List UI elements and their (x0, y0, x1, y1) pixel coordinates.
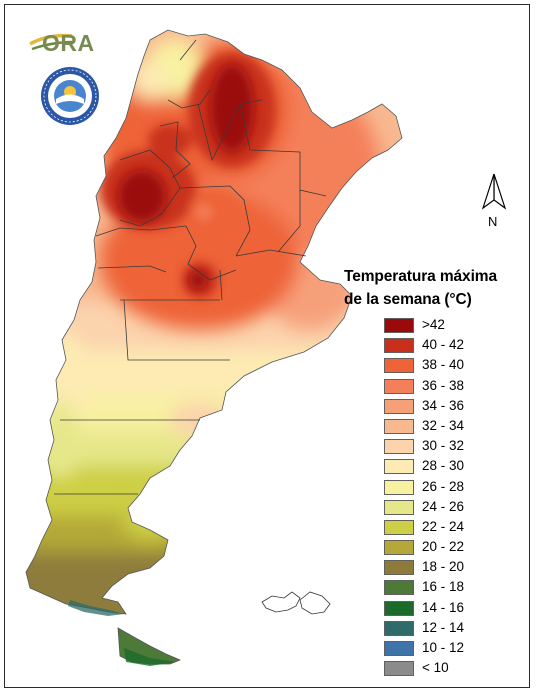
legend-label: 18 - 20 (422, 559, 465, 575)
seal-emblem-icon (41, 67, 99, 125)
legend-label: 40 - 42 (422, 337, 465, 353)
legend-swatch (384, 318, 414, 333)
legend-item: 12 - 14 (384, 619, 524, 639)
legend-label: 34 - 36 (422, 397, 465, 413)
legend-swatch (384, 641, 414, 656)
legend-swatch (384, 560, 414, 576)
legend-label: 36 - 38 (422, 377, 465, 393)
legend-item: 34 - 36 (384, 397, 524, 417)
legend-label: 24 - 26 (422, 498, 465, 514)
province-borders (54, 39, 327, 495)
legend-swatch (384, 398, 414, 414)
legend-label: 30 - 32 (422, 438, 465, 454)
legend-swatch (384, 338, 414, 354)
legend-item: 20 - 22 (384, 538, 524, 558)
legend-swatch (384, 620, 414, 636)
strait-region (68, 600, 124, 616)
legend-swatch (384, 580, 414, 596)
legend-swatch (384, 600, 414, 616)
tierra-del-fuego-south (124, 648, 176, 666)
legend-item: 24 - 26 (384, 498, 524, 518)
institution-seal (40, 66, 100, 126)
legend-swatch (384, 439, 414, 455)
north-label: N (488, 214, 498, 229)
legend-item: 16 - 18 (384, 578, 524, 598)
legend-label: 12 - 14 (422, 619, 465, 635)
legend-item: 32 - 34 (384, 417, 524, 437)
legend-label: 10 - 12 (422, 640, 465, 655)
legend-swatch (384, 661, 414, 677)
legend-label: >42 (422, 317, 445, 332)
legend-item: 30 - 32 (384, 437, 524, 457)
ora-swoosh-icon (29, 33, 75, 51)
legend-item: 40 - 42 (384, 336, 524, 356)
legend-swatch (384, 358, 414, 374)
legend-swatch (384, 540, 414, 556)
legend-label: 20 - 22 (422, 539, 465, 555)
legend-swatch (384, 499, 414, 515)
legend-label: < 10 (422, 660, 449, 676)
legend-label: 32 - 34 (422, 417, 465, 433)
legend-label: 28 - 30 (422, 458, 465, 474)
legend-swatch (384, 519, 414, 535)
country-outline (25, 29, 403, 615)
legend-label: 14 - 16 (422, 599, 465, 615)
legend-item: 18 - 20 (384, 558, 524, 578)
legend-item: 36 - 38 (384, 377, 524, 397)
legend: >42 40 - 42 38 - 40 36 - 38 34 - 36 32 - 34 30… (384, 316, 524, 679)
legend-swatch (384, 418, 414, 434)
legend-swatch (384, 479, 414, 495)
ora-logo-text: ORA (42, 30, 95, 56)
legend-item: < 10 (384, 659, 524, 679)
legend-swatch (384, 378, 414, 394)
legend-label: 16 - 18 (422, 579, 465, 595)
legend-item: 14 - 16 (384, 599, 524, 619)
legend-item: 38 - 40 (384, 356, 524, 376)
legend-label: 22 - 24 (422, 518, 465, 534)
legend-label: 26 - 28 (422, 478, 465, 494)
legend-label: 38 - 40 (422, 357, 465, 373)
malvinas-islands (261, 591, 331, 615)
legend-swatch (384, 459, 414, 475)
legend-item: 10 - 12 (384, 639, 524, 659)
legend-item: >42 (384, 316, 524, 336)
legend-item: 26 - 28 (384, 478, 524, 498)
legend-item: 22 - 24 (384, 518, 524, 538)
legend-item: 28 - 30 (384, 457, 524, 477)
ora-logo: ORA (28, 30, 106, 60)
north-arrow-icon (481, 173, 507, 210)
legend-title-line1: Temperatura máxima (344, 268, 497, 285)
legend-title-line2: de la semana (°C) (344, 291, 472, 308)
